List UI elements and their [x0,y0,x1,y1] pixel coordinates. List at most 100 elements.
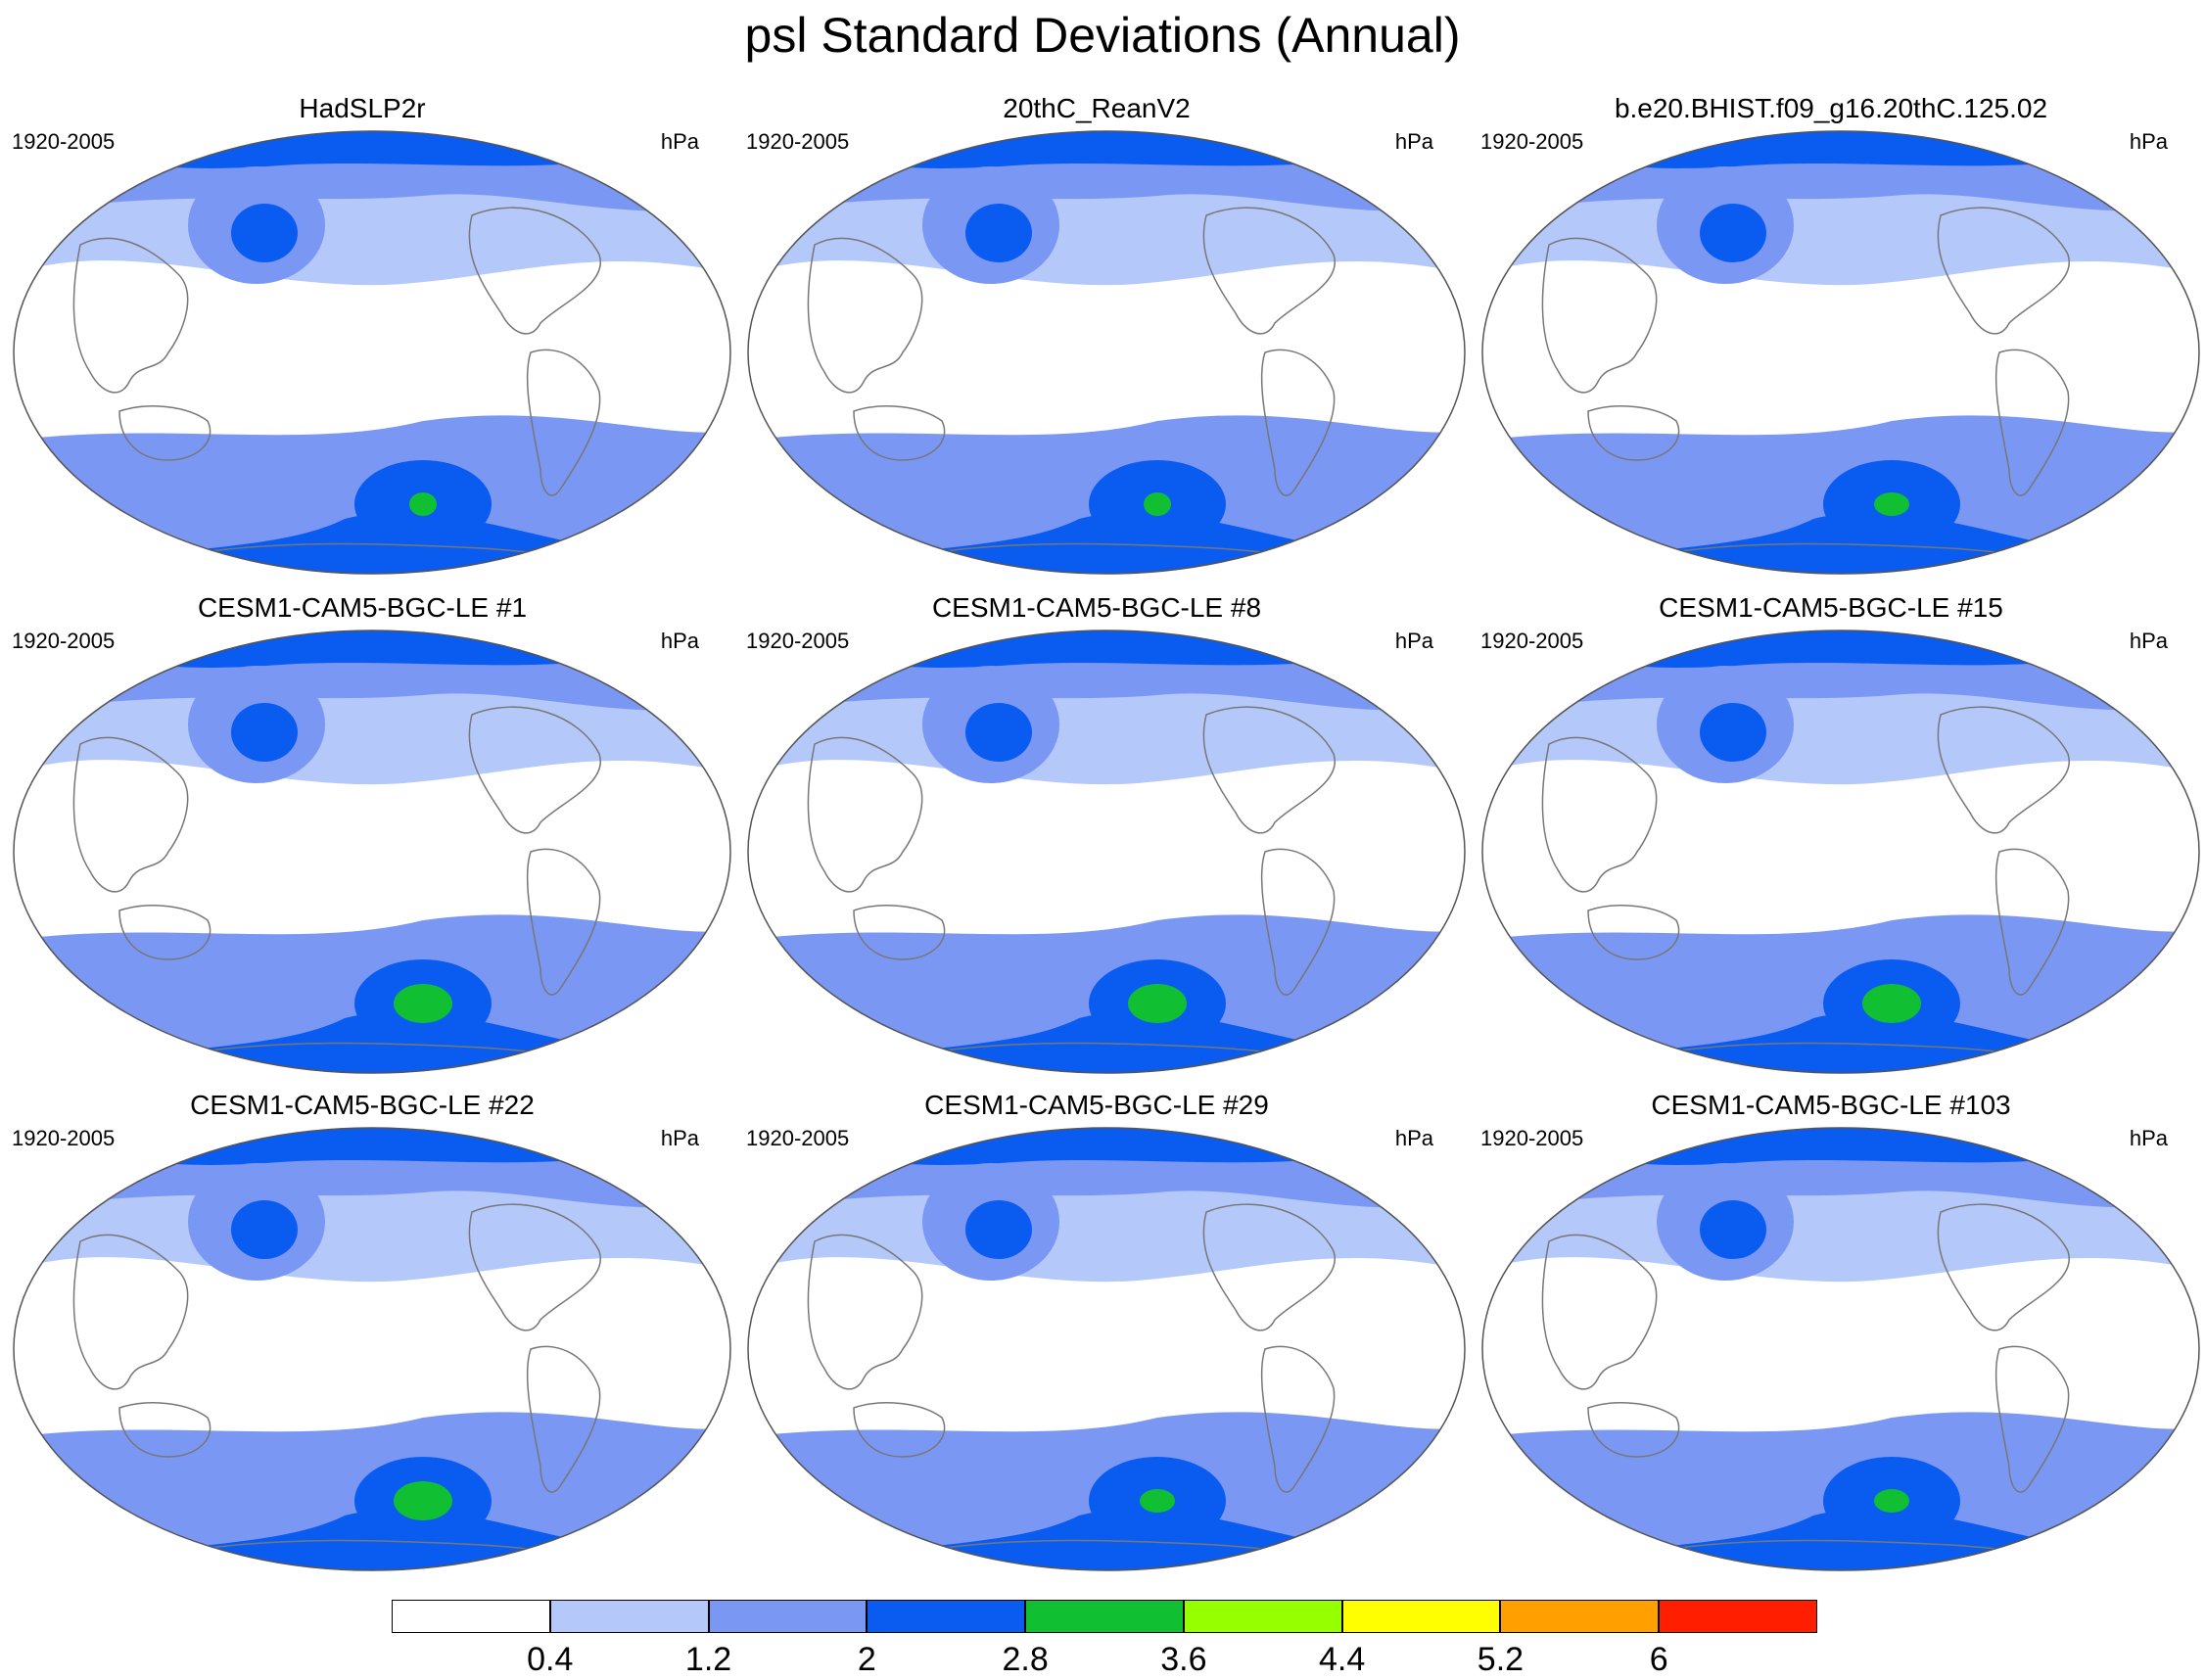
map-panel: b.e20.BHIST.f09_g16.20thC.125.02 1920-200… [1469,92,2200,582]
world-map [13,1127,731,1571]
contour-0.4-fill [14,760,730,952]
panel-units: hPa [660,129,699,154]
north-america-coastline [1202,1203,1337,1331]
colorbar-tick-label: 4.4 [1319,1641,1366,1678]
north-america-coastline [1202,706,1337,834]
panel-units: hPa [2129,129,2168,154]
colorbar-tick-label: 1.2 [684,1641,732,1678]
panel-period: 1920-2005 [1480,129,1584,154]
southern-low-max [409,492,437,516]
panel-units: hPa [660,1126,699,1150]
australia-coastline [853,905,946,960]
panel-period: 1920-2005 [1480,1126,1584,1150]
colorbar-swatch [1183,1600,1342,1633]
north-america-coastline [468,706,602,834]
colorbar-tick-label: 2.8 [1002,1641,1049,1678]
australia-coastline [853,405,946,461]
north-pacific-core [1700,204,1766,262]
asia-coastline [72,1234,189,1390]
map-panel: CESM1-CAM5-BGC-LE #29 1920-2005 hPa [734,1089,1466,1578]
panel-units: hPa [1394,629,1433,653]
world-map [1481,1127,2200,1571]
asia-coastline [72,237,189,394]
colorbar [392,1600,1817,1635]
australia-coastline [1587,405,1680,461]
world-map [747,130,1466,575]
map-outline [747,630,1466,1074]
south-america-coastline [1260,848,1336,996]
southern-low-max [1874,492,1909,516]
panel-period: 1920-2005 [746,129,850,154]
panel-title: HadSLP2r [299,93,426,123]
contour-0.4-fill [14,260,730,452]
panel-title: CESM1-CAM5-BGC-LE #22 [190,1090,535,1120]
panel-units: hPa [2129,629,2168,653]
asia-coastline [807,237,923,394]
panel-title: 20thC_ReanV2 [1003,93,1191,123]
colorbar-swatch [549,1600,709,1633]
colorbar-swatch [1025,1600,1184,1633]
southern-low-max [1144,492,1171,516]
contour-0.4-fill [1482,760,2199,952]
asia-coastline [1541,736,1658,893]
panel-period: 1920-2005 [1480,629,1584,653]
colorbar-swatch [392,1600,550,1633]
map-contours [1482,1128,2199,1570]
map-outline [1481,1127,2200,1571]
colorbar-swatch [1659,1600,1817,1633]
north-america-coastline [468,1203,602,1331]
australia-coastline [118,1402,211,1458]
south-america-coastline [1994,1345,2070,1493]
contour-0.4-fill [748,760,1465,952]
southern-low-max [1874,1489,1909,1513]
map-contours [14,1128,730,1570]
world-map [747,1127,1466,1571]
south-america-coastline [526,349,601,496]
panel-units: hPa [1394,129,1433,154]
south-america-coastline [1994,848,2070,996]
panel-title: b.e20.BHIST.f09_g16.20thC.125.02 [1614,93,2048,123]
north-pacific-core [231,204,298,262]
panel-title: CESM1-CAM5-BGC-LE #103 [1651,1090,2011,1120]
north-pacific-core [1700,703,1766,762]
panel-title: CESM1-CAM5-BGC-LE #1 [197,592,528,623]
world-map [13,630,731,1074]
map-panel: CESM1-CAM5-BGC-LE #8 1920-2005 hPa [734,591,1466,1081]
southern-low-max [1140,1489,1175,1513]
colorbar-swatch [1500,1600,1660,1633]
southern-low-max [1862,984,1921,1023]
panel-title: CESM1-CAM5-BGC-LE #29 [924,1090,1269,1120]
australia-coastline [1587,905,1680,960]
north-pacific-core [1700,1200,1766,1259]
north-america-coastline [1937,207,2071,335]
australia-coastline [118,405,211,461]
southern-low-max [394,1481,452,1520]
world-map [13,130,731,575]
map-panel: CESM1-CAM5-BGC-LE #22 1920-2005 hPa [0,1089,731,1578]
map-outline [1481,130,2200,575]
south-america-coastline [1260,1345,1336,1493]
world-map [1481,630,2200,1074]
asia-coastline [1541,237,1658,394]
panel-units: hPa [1394,1126,1433,1150]
colorbar-tick-label: 3.6 [1160,1641,1207,1678]
map-outline [747,130,1466,575]
map-outline [13,1127,731,1571]
north-pacific-core [231,1200,298,1259]
asia-coastline [72,736,189,893]
contour-0.4-fill [1482,1257,2199,1449]
asia-coastline [807,736,923,893]
panel-period: 1920-2005 [746,1126,850,1150]
contour-0.4-fill [748,1257,1465,1449]
map-panel: CESM1-CAM5-BGC-LE #103 1920-2005 hPa [1469,1089,2200,1578]
map-outline [747,1127,1466,1571]
north-pacific-core [965,204,1032,262]
southern-low-max [394,984,452,1023]
contour-0.4-fill [748,260,1465,452]
map-outline [13,130,731,575]
southern-low-max [1128,984,1187,1023]
south-america-coastline [526,848,601,996]
map-panel: CESM1-CAM5-BGC-LE #1 1920-2005 hPa [0,591,731,1081]
colorbar-swatch [1341,1600,1501,1633]
north-pacific-core [965,703,1032,762]
